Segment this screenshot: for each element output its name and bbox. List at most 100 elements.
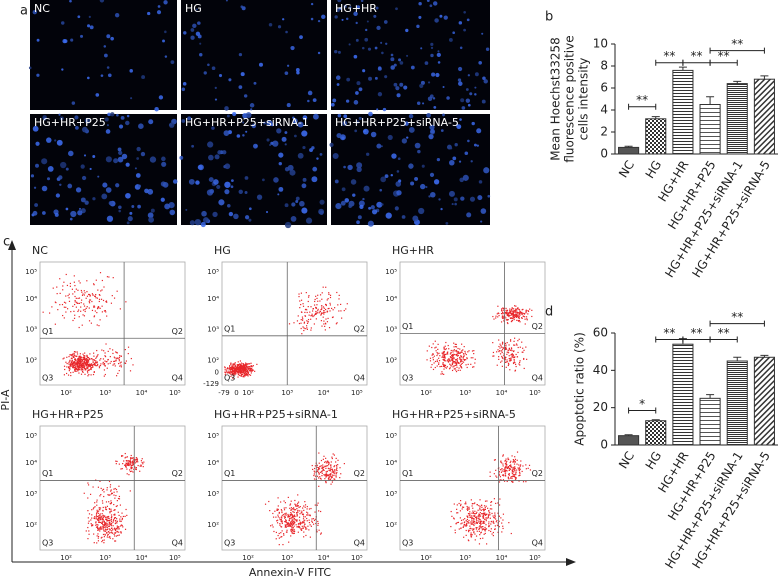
nucleus <box>118 210 121 213</box>
event-dot <box>98 306 99 307</box>
event-dot <box>452 366 453 367</box>
event-dot <box>118 532 119 533</box>
event-dot <box>334 454 335 455</box>
nucleus <box>431 73 435 77</box>
event-dot <box>278 516 279 517</box>
nucleus <box>336 133 341 138</box>
nucleus <box>368 77 372 81</box>
significance-label: ** <box>718 326 730 340</box>
event-dot <box>478 510 479 511</box>
event-dot <box>308 295 309 296</box>
event-dot <box>455 530 456 531</box>
event-dot <box>64 369 65 370</box>
event-dot <box>116 463 117 464</box>
event-dot <box>302 320 303 321</box>
event-dot <box>290 510 291 511</box>
event-dot <box>113 525 114 526</box>
event-dot <box>466 354 467 355</box>
event-dot <box>102 500 103 501</box>
x-tick-label: 10² <box>60 389 72 397</box>
event-dot <box>291 507 292 508</box>
event-dot <box>103 525 104 526</box>
nucleus <box>84 154 86 156</box>
event-dot <box>518 464 519 465</box>
event-dot <box>487 517 488 518</box>
event-dot <box>122 526 123 527</box>
event-dot <box>82 371 83 372</box>
nucleus <box>417 150 420 153</box>
x-tick-label: 10³ <box>459 554 471 562</box>
event-dot <box>106 315 107 316</box>
nucleus <box>395 7 398 10</box>
event-dot <box>276 538 277 539</box>
event-dot <box>97 289 98 290</box>
event-dot <box>502 526 503 527</box>
event-dot <box>113 504 114 505</box>
event-dot <box>127 456 128 457</box>
nucleus <box>482 100 486 104</box>
event-dot <box>250 363 251 364</box>
event-dot <box>323 320 324 321</box>
event-dot <box>100 507 101 508</box>
event-dot <box>114 363 115 364</box>
nucleus <box>356 220 360 224</box>
nucleus <box>217 150 221 154</box>
event-dot <box>242 376 243 377</box>
nucleus <box>430 54 433 57</box>
event-dot <box>484 534 485 535</box>
event-dot <box>96 312 97 313</box>
event-dot <box>460 365 461 366</box>
event-dot <box>128 462 129 463</box>
event-dot <box>484 505 485 506</box>
event-dot <box>319 311 320 312</box>
event-dot <box>108 531 109 532</box>
event-dot <box>293 524 294 525</box>
event-dot <box>524 368 525 369</box>
event-dot <box>310 306 311 307</box>
event-dot <box>318 503 319 504</box>
event-dot <box>107 523 108 524</box>
event-dot <box>69 354 70 355</box>
y-tick-label: 10⁵ <box>25 268 37 276</box>
quadrant-label: Q2 <box>532 469 543 478</box>
event-dot <box>91 514 92 515</box>
event-dot <box>72 364 73 365</box>
event-dot <box>473 519 474 520</box>
event-dot <box>490 472 491 473</box>
event-dot <box>79 303 80 304</box>
event-dot <box>501 531 502 532</box>
event-dot <box>515 459 516 460</box>
event-dot <box>491 513 492 514</box>
nucleus <box>378 92 382 96</box>
nucleus <box>428 81 430 83</box>
nucleus <box>273 177 279 183</box>
nucleus <box>446 96 450 100</box>
event-dot <box>113 492 114 493</box>
event-dot <box>453 346 454 347</box>
event-dot <box>117 527 118 528</box>
event-dot <box>119 519 120 520</box>
nucleus <box>470 197 475 202</box>
event-dot <box>507 352 508 353</box>
event-dot <box>74 296 75 297</box>
event-dot <box>525 481 526 482</box>
event-dot <box>328 478 329 479</box>
event-dot <box>514 463 515 464</box>
event-dot <box>471 528 472 529</box>
nucleus <box>452 203 454 205</box>
event-dot <box>97 512 98 513</box>
event-dot <box>99 517 100 518</box>
event-dot <box>91 524 92 525</box>
event-dot <box>132 463 133 464</box>
event-dot <box>289 518 290 519</box>
event-dot <box>106 489 107 490</box>
nucleus <box>81 164 85 168</box>
event-dot <box>306 518 307 519</box>
event-dot <box>476 520 477 521</box>
event-dot <box>514 460 515 461</box>
event-dot <box>53 288 54 289</box>
event-dot <box>233 367 234 368</box>
event-dot <box>503 514 504 515</box>
event-dot <box>97 524 98 525</box>
event-dot <box>324 462 325 463</box>
